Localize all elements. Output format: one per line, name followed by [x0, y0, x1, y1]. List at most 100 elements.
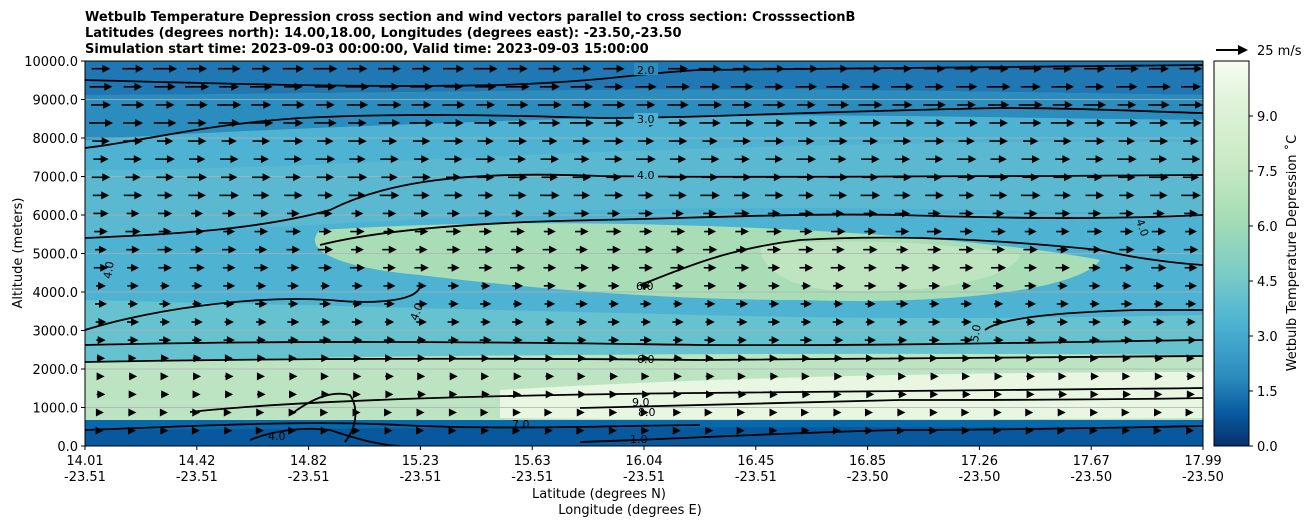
wind-vector [378, 118, 401, 127]
wind-vector [318, 209, 333, 218]
wind-vector [769, 408, 778, 417]
wind-vector [94, 227, 108, 236]
wind-vector [96, 354, 106, 363]
wind-vector [1026, 372, 1036, 381]
wind-vector [768, 336, 780, 345]
wind-vector [320, 426, 329, 435]
wind-vector [1122, 354, 1131, 363]
wind-vector [640, 318, 652, 327]
wind-vector [447, 263, 460, 272]
wind-vector [705, 426, 714, 435]
wind-vector [737, 390, 747, 399]
wind-vector [866, 354, 875, 363]
wind-vector [960, 299, 973, 308]
wind-vector [576, 426, 585, 435]
wind-vector [251, 64, 271, 73]
y-tick-label: 2000.0 [33, 363, 79, 378]
wind-vector [475, 155, 496, 164]
wind-vector [217, 100, 242, 109]
wind-vector [510, 263, 526, 272]
wind-vector [1026, 318, 1036, 327]
wind-vector [512, 318, 524, 327]
wind-vector [1089, 426, 1098, 435]
wind-vector [993, 408, 1002, 417]
wind-vector [544, 426, 553, 435]
wind-vector [608, 299, 619, 308]
wind-vector [445, 173, 462, 182]
wind-vector [569, 118, 594, 127]
wind-vector [575, 227, 589, 236]
colorbar-bar [1213, 60, 1250, 447]
wind-vector [478, 263, 493, 272]
wind-vector [702, 137, 718, 146]
wind-vector [540, 155, 560, 164]
wind-vector [508, 118, 528, 127]
wind-vector [416, 336, 427, 345]
wind-vector [160, 426, 169, 435]
wind-vector [764, 191, 784, 200]
wind-vector [864, 281, 877, 290]
wind-vector [352, 281, 363, 290]
wind-vector [1087, 173, 1103, 182]
wind-vector [994, 390, 1003, 399]
wind-vector [447, 209, 461, 218]
wind-vector [1089, 336, 1101, 345]
wind-vector [320, 372, 329, 381]
wind-vector [249, 118, 274, 127]
wind-vector [799, 263, 814, 272]
wind-vector [95, 245, 107, 254]
wind-vector [1020, 118, 1042, 127]
wind-vector [1053, 64, 1073, 73]
wind-vector [1183, 245, 1199, 254]
wind-vector [1025, 299, 1037, 308]
wind-vector [577, 354, 587, 363]
wind-vector [767, 209, 781, 218]
wind-vector [123, 82, 143, 91]
wind-vector [251, 100, 272, 109]
wind-vector [95, 318, 107, 327]
contour-label-4-right: 4.0 [1133, 217, 1151, 238]
wind-vector [192, 336, 203, 345]
wind-vector [543, 209, 557, 218]
wind-vector [350, 227, 365, 236]
wind-vector [219, 155, 239, 164]
wind-vector [384, 426, 393, 435]
wind-vector [314, 82, 337, 91]
wind-vector [189, 263, 205, 272]
wind-vector [1116, 82, 1138, 91]
wind-vector [475, 82, 497, 91]
wind-key-label: 25 m/s [1257, 44, 1302, 59]
wind-vector [1151, 263, 1167, 272]
wind-vector [286, 209, 300, 218]
wind-vector [513, 390, 522, 399]
contour-label-7: 7.0 [512, 418, 530, 431]
wind-vector [635, 82, 657, 91]
wind-vector [1117, 100, 1137, 109]
wind-vector [352, 390, 361, 399]
wind-vector [602, 100, 626, 109]
wind-vector [962, 354, 971, 363]
wind-vector [481, 281, 491, 290]
wind-vector [1117, 155, 1137, 164]
wind-vector [1024, 281, 1037, 290]
wind-vector [1024, 227, 1037, 236]
wind-vector [1148, 100, 1170, 109]
wind-vector [993, 281, 1004, 290]
wind-vector [284, 191, 303, 200]
wind-vector [860, 82, 881, 91]
wind-vector [383, 281, 396, 290]
wind-vector [962, 390, 971, 399]
wind-vector [409, 118, 434, 127]
wind-vector [763, 64, 785, 73]
wind-vector [225, 390, 234, 399]
wind-vector [192, 299, 202, 308]
wind-vector [991, 263, 1007, 272]
wind-vector [1186, 390, 1195, 399]
wind-vector [798, 191, 814, 200]
wind-vector [737, 281, 748, 290]
wind-vector [159, 299, 171, 308]
wind-vector [961, 318, 972, 327]
wind-vector [860, 191, 881, 200]
x-tick-label-lon: -23.50 [847, 470, 889, 485]
wind-vector [1185, 408, 1194, 417]
